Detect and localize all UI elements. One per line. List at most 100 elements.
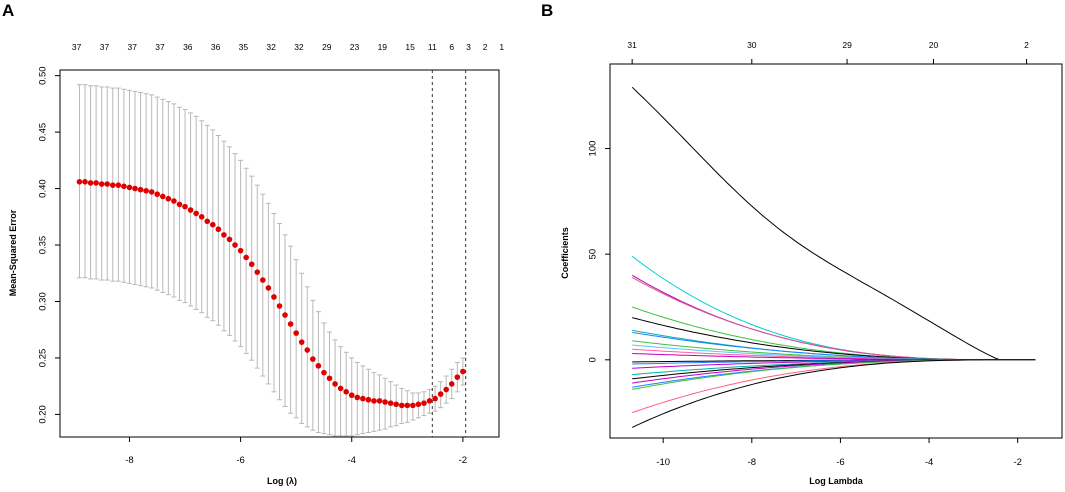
y-tick-label: 0.45 [38, 123, 49, 142]
coefficient-line [631, 255, 1036, 361]
mse-point [443, 386, 450, 393]
mse-point [82, 178, 88, 185]
mse-point [371, 398, 377, 404]
mse-point [165, 195, 172, 202]
mse-point [404, 402, 411, 409]
mse-point [360, 395, 366, 402]
mse-point [448, 381, 455, 387]
top-axis-label: 6 [449, 42, 454, 52]
y-tick-label: 100 [588, 141, 599, 157]
panel-a-cv-plot: Mean-Squared Error Log (λ) 0.200.250.300… [8, 42, 504, 486]
mse-point [87, 180, 94, 186]
y-tick-label: 50 [588, 249, 599, 260]
mse-point [282, 312, 288, 318]
mse-point [460, 368, 466, 375]
y-tick-label: 0.30 [38, 292, 49, 311]
panel-a-letter: A [2, 1, 14, 20]
top-axis-label: 2 [1024, 40, 1029, 50]
panel-a-lambda-lines [431, 70, 467, 437]
y-tick-label: 0.35 [38, 236, 49, 255]
top-axis-label: 11 [428, 42, 437, 52]
panel-a-plot-frame [59, 69, 500, 438]
panel-b-top-axis: 31 30 29 20 2 [627, 40, 1029, 64]
mse-point [310, 356, 316, 362]
top-axis-label: 23 [350, 42, 360, 52]
mse-point [160, 193, 166, 200]
coefficient-line [632, 317, 1036, 361]
top-axis-label: 29 [322, 42, 332, 52]
mse-point [260, 277, 266, 283]
x-tick-label: -8 [748, 457, 756, 468]
y-tick-label: 0 [588, 357, 599, 362]
top-axis-label: 3 [466, 42, 471, 52]
mse-point [376, 398, 383, 404]
mse-point [326, 375, 333, 382]
mse-point [293, 330, 299, 336]
top-axis-label: 15 [405, 42, 415, 52]
mse-point [93, 180, 99, 186]
mse-point [271, 294, 277, 300]
mse-point [415, 401, 422, 408]
top-axis-label: 32 [266, 42, 276, 52]
mse-point [315, 363, 322, 369]
top-axis-label: 37 [128, 42, 138, 52]
panel-b-xlabel: Log Lambda [809, 476, 863, 486]
top-axis-label: 19 [378, 42, 388, 52]
mse-point [115, 182, 122, 188]
coefficient-line [631, 86, 1036, 361]
panel-b-x-axis: -10 -8 -6 -4 -2 [656, 438, 1022, 468]
x-tick-label: -4 [925, 457, 933, 468]
panel-a-ylabel: Mean-Squared Error [8, 209, 18, 296]
top-axis-label: 36 [211, 42, 221, 52]
panel-b-plot-frame [609, 63, 1063, 439]
panel-a-y-axis: 0.20 0.25 0.30 0.35 0.40 0.45 0.50 [38, 66, 60, 424]
y-tick-label: 0.20 [38, 405, 49, 424]
mse-point [454, 374, 461, 380]
mse-point [243, 254, 249, 261]
mse-point [332, 381, 338, 387]
mse-point [387, 400, 394, 406]
mse-point [98, 181, 105, 187]
top-axis-label: 37 [100, 42, 110, 52]
x-tick-label: -4 [348, 455, 356, 466]
top-axis-label: 37 [72, 42, 82, 52]
mse-point [76, 178, 83, 185]
mse-point [221, 232, 227, 238]
mse-point [248, 261, 255, 268]
mse-point [226, 236, 233, 243]
mse-point [104, 181, 111, 187]
x-tick-label: -2 [459, 455, 467, 466]
mse-point [132, 185, 138, 192]
mse-point [432, 395, 438, 402]
panel-b-coefficient-lines [631, 86, 1036, 428]
top-axis-label: 30 [747, 40, 757, 50]
panel-a-top-axis: 37 37 37 37 36 36 35 32 32 29 23 19 15 11 6 3 2 1 [72, 42, 504, 52]
top-axis-label: 37 [155, 42, 165, 52]
mse-point [193, 210, 199, 217]
top-axis-label: 29 [842, 40, 852, 50]
top-axis-label: 31 [627, 40, 637, 50]
mse-point [437, 391, 444, 397]
panel-b-letter: B [541, 1, 553, 20]
mse-point [126, 184, 133, 191]
mse-point [321, 369, 327, 376]
coefficient-line [631, 359, 1036, 428]
top-axis-label: 20 [929, 40, 939, 50]
mse-point [398, 402, 405, 409]
mse-point [182, 203, 188, 210]
mse-point [426, 398, 433, 404]
mse-point [265, 285, 272, 291]
y-tick-label: 0.40 [38, 179, 49, 198]
mse-point [148, 189, 155, 195]
panel-b-y-axis: 0 50 100 [588, 141, 610, 362]
top-axis-label: 2 [483, 42, 488, 52]
top-axis-label: 1 [499, 42, 504, 52]
mse-point [276, 303, 283, 309]
mse-point [198, 214, 205, 220]
mse-point [121, 183, 127, 190]
mse-point [215, 226, 222, 233]
mse-point [410, 402, 416, 409]
mse-point [204, 218, 211, 225]
panel-a-mse-points [76, 178, 466, 409]
